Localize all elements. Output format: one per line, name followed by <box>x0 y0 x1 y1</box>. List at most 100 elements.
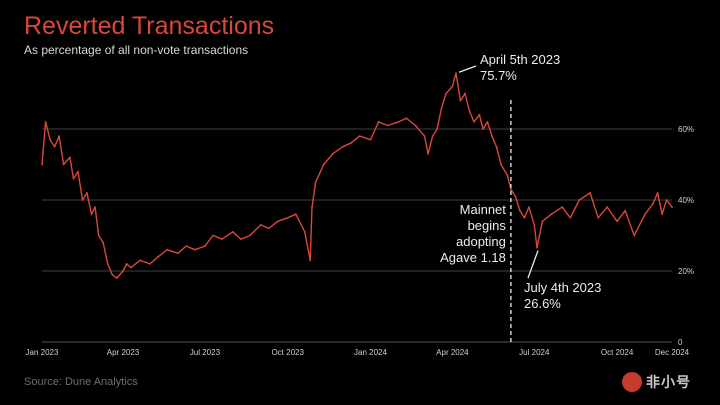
data-point <box>62 163 65 166</box>
data-point <box>541 220 544 223</box>
data-point <box>77 170 79 173</box>
data-point <box>386 124 389 127</box>
data-point <box>69 156 71 159</box>
chart-title: Reverted Transactions <box>24 12 275 40</box>
watermark: 非小号 <box>622 372 691 392</box>
source-note: Source: Dune Analytics <box>24 376 138 388</box>
annotation-leader-peak <box>458 65 477 73</box>
chart-subtitle: As percentage of all non-vote transactio… <box>24 43 249 57</box>
series-layer <box>41 72 673 279</box>
data-point <box>486 121 489 123</box>
data-point <box>423 135 426 138</box>
data-point <box>468 110 471 113</box>
data-point <box>455 72 457 75</box>
data-point <box>459 99 462 102</box>
annotation-event-text: begins <box>468 218 507 233</box>
data-point <box>656 192 659 194</box>
data-point <box>506 174 509 177</box>
annotation-low-text: July 4th 2023 <box>524 280 601 295</box>
data-point <box>514 195 517 198</box>
data-point <box>510 188 512 191</box>
data-point <box>491 135 493 138</box>
data-point <box>106 263 109 265</box>
data-point <box>500 163 502 166</box>
annotation-peak-text: April 5th 2023 <box>480 52 560 67</box>
annotation-leader-low <box>527 250 539 279</box>
data-point <box>523 216 526 219</box>
data-point <box>377 121 380 123</box>
data-point <box>436 128 438 130</box>
annotation-event-text: Agave 1.18 <box>440 250 506 265</box>
x-tick-label: Dec 2024 <box>655 348 690 357</box>
data-point <box>115 277 118 279</box>
data-point <box>267 227 270 230</box>
data-point <box>240 238 242 240</box>
watermark-text: 非小号 <box>646 374 691 390</box>
data-point <box>482 128 484 130</box>
y-tick-label: 0 <box>678 338 683 347</box>
x-tick-label: Jul 2023 <box>190 348 221 357</box>
data-point <box>81 199 84 201</box>
data-point <box>589 192 591 194</box>
data-point <box>464 92 466 95</box>
annotation-event-text: adopting <box>456 234 506 249</box>
data-point <box>369 138 372 141</box>
data-point <box>49 138 51 141</box>
data-point <box>519 209 521 212</box>
data-point <box>309 259 312 262</box>
data-point <box>536 246 538 249</box>
data-point <box>606 206 609 209</box>
data-point <box>533 223 536 226</box>
data-point <box>397 121 400 123</box>
data-point <box>341 145 344 148</box>
annotation-low-text: 26.6% <box>524 296 561 311</box>
series-line <box>41 72 673 279</box>
data-point <box>294 213 297 216</box>
data-point <box>97 234 100 237</box>
data-point <box>122 270 124 272</box>
data-point <box>405 117 408 120</box>
data-point <box>90 213 93 216</box>
data-point <box>221 238 223 240</box>
data-point <box>427 152 429 155</box>
data-point <box>177 252 179 255</box>
data-point <box>286 216 289 219</box>
data-point <box>561 206 564 209</box>
data-point <box>578 199 581 201</box>
data-point <box>314 181 317 184</box>
data-point <box>445 92 447 95</box>
x-tick-label: Apr 2024 <box>436 348 469 357</box>
data-point <box>111 273 114 276</box>
data-point <box>86 192 88 194</box>
data-point <box>125 263 128 265</box>
y-tick-label: 40% <box>678 196 694 205</box>
data-point <box>130 266 133 269</box>
data-point <box>414 124 417 127</box>
data-point <box>478 113 481 116</box>
data-point <box>358 135 361 138</box>
data-point <box>440 106 443 109</box>
data-point <box>349 142 352 145</box>
y-tick-label: 20% <box>678 267 694 276</box>
grid-lines <box>42 128 672 343</box>
data-point <box>41 163 43 166</box>
data-point <box>204 245 206 248</box>
data-point <box>249 234 251 237</box>
data-point <box>44 121 47 123</box>
x-tick-label: Oct 2023 <box>271 348 304 357</box>
data-point <box>94 206 96 209</box>
data-point <box>624 209 627 212</box>
x-tick-label: Jan 2023 <box>26 348 59 357</box>
x-tick-label: Apr 2023 <box>107 348 140 357</box>
data-point <box>166 248 169 251</box>
x-tick-label: Jan 2024 <box>354 348 387 357</box>
data-point <box>311 206 313 209</box>
data-point <box>671 206 673 209</box>
data-point <box>528 206 530 209</box>
data-point <box>616 220 618 223</box>
data-point <box>149 263 151 265</box>
data-point <box>72 177 75 180</box>
data-point <box>633 234 636 237</box>
